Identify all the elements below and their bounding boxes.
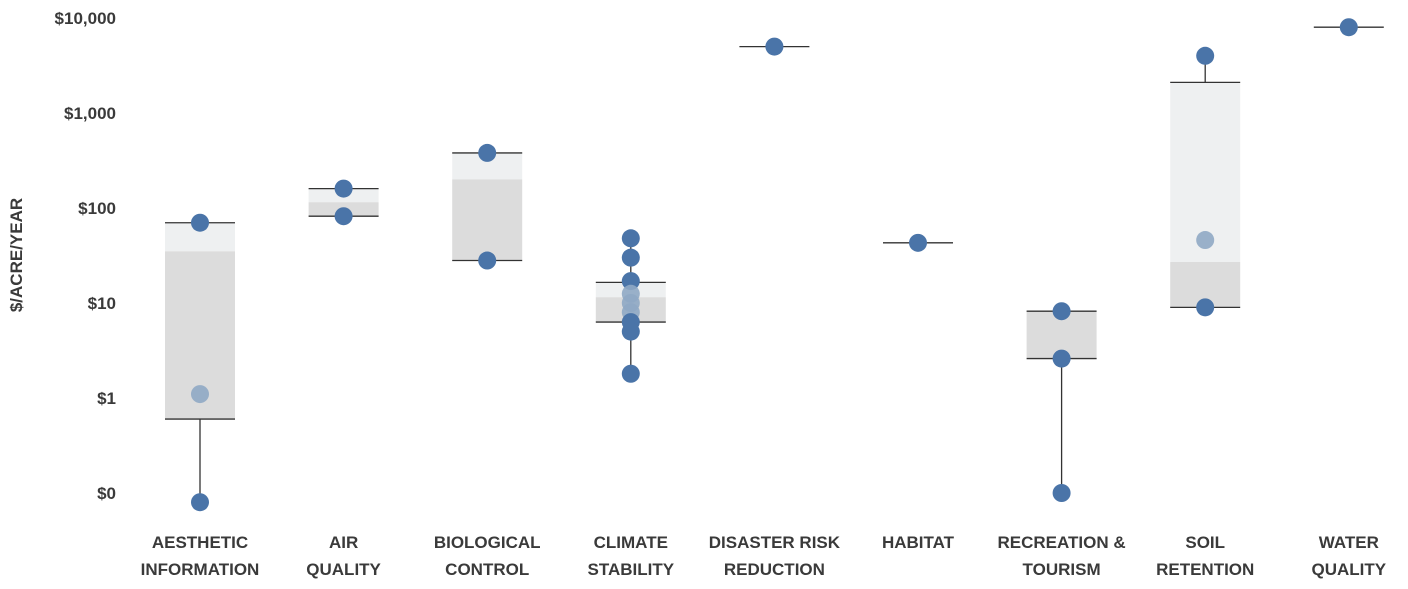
y-axis-label-group: $/ACRE/YEAR bbox=[7, 198, 26, 312]
y-tick-labels: $0 $1 $10 $100 $1,000 $10,000 bbox=[55, 9, 116, 503]
data-point bbox=[765, 37, 784, 56]
points-layer bbox=[191, 18, 1358, 512]
x-tick-label: INFORMATION bbox=[141, 560, 260, 579]
data-point bbox=[191, 493, 209, 512]
x-tick-label: WATER bbox=[1319, 533, 1379, 552]
data-point bbox=[1196, 46, 1215, 65]
y-axis-label: $/ACRE/YEAR bbox=[7, 198, 26, 312]
data-point bbox=[478, 251, 497, 270]
boxes-layer bbox=[165, 26, 1384, 503]
x-tick-label: HABITAT bbox=[882, 533, 955, 552]
data-point bbox=[621, 364, 640, 383]
x-tick-label: QUALITY bbox=[306, 560, 381, 579]
data-point bbox=[909, 233, 927, 252]
data-point bbox=[478, 143, 497, 162]
y-tick-label: $100 bbox=[78, 199, 116, 218]
data-point bbox=[334, 207, 353, 226]
x-tick-label: RETENTION bbox=[1156, 560, 1254, 579]
x-tick-label: CONTROL bbox=[445, 560, 529, 579]
data-point bbox=[1052, 484, 1071, 502]
x-tick-label: REDUCTION bbox=[724, 560, 825, 579]
y-tick-label: $1,000 bbox=[64, 104, 116, 123]
data-point bbox=[1052, 349, 1071, 368]
data-point bbox=[621, 272, 640, 291]
data-point bbox=[1339, 18, 1358, 37]
x-tick-label: DISASTER RISK bbox=[709, 533, 841, 552]
x-tick-label: QUALITY bbox=[1311, 560, 1386, 579]
data-point bbox=[191, 385, 209, 404]
x-tick-label: SOIL bbox=[1185, 533, 1225, 552]
x-tick-label: AESTHETIC bbox=[152, 533, 248, 552]
data-point bbox=[191, 213, 209, 232]
y-tick-label: $1 bbox=[97, 389, 116, 408]
x-tick-label: STABILITY bbox=[588, 560, 675, 579]
data-point bbox=[621, 248, 640, 267]
x-tick-label: AIR bbox=[329, 533, 358, 552]
x-tick-label: BIOLOGICAL bbox=[434, 533, 541, 552]
data-point bbox=[1196, 231, 1215, 250]
data-point bbox=[1196, 298, 1215, 317]
x-tick-label: RECREATION & bbox=[998, 533, 1126, 552]
x-tick-label: CLIMATE bbox=[594, 533, 668, 552]
data-point bbox=[1052, 302, 1071, 321]
x-tick-label: TOURISM bbox=[1023, 560, 1101, 579]
x-tick-labels: AESTHETIC INFORMATION AIR QUALITY BIOLOGICAL… bbox=[141, 533, 1387, 579]
data-point bbox=[334, 179, 353, 198]
y-tick-label: $0 bbox=[97, 484, 116, 503]
data-point bbox=[621, 229, 640, 248]
y-tick-label: $10,000 bbox=[55, 9, 116, 28]
y-tick-label: $10 bbox=[88, 294, 116, 313]
data-point bbox=[621, 322, 640, 341]
box-lower bbox=[452, 179, 523, 261]
